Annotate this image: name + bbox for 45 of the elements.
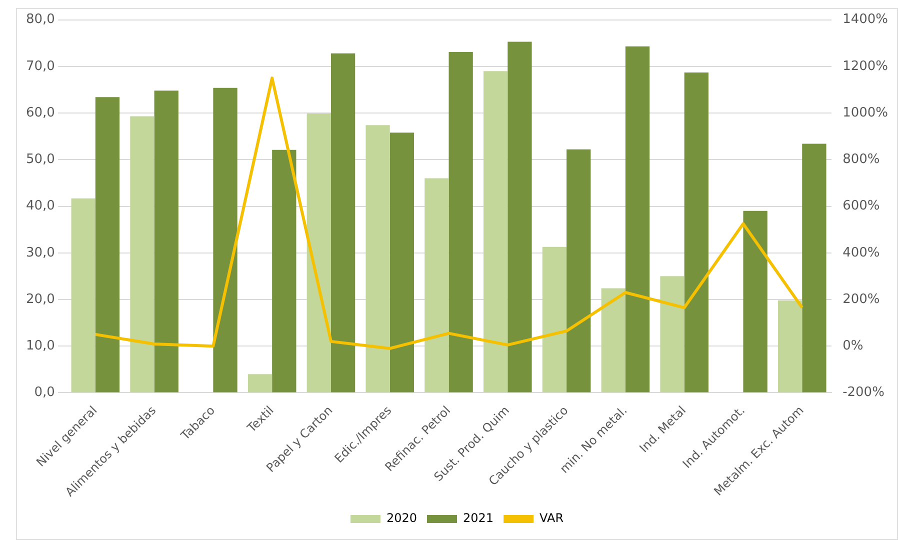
legend-label: 2020 (386, 511, 418, 526)
y2-tick-label: 600% (842, 198, 880, 214)
bar (802, 144, 826, 392)
y-tick-label: 20,0 (26, 292, 55, 307)
y-tick-label: 70,0 (26, 58, 55, 74)
bar (448, 52, 473, 392)
bar (743, 210, 768, 392)
y2-tick-label: 400% (842, 245, 880, 260)
bar (601, 288, 626, 392)
bar (566, 149, 591, 392)
bar (660, 276, 684, 392)
y2-tick-label: 200% (842, 292, 880, 307)
bar (248, 374, 272, 392)
bar (213, 88, 238, 392)
bar (330, 53, 356, 392)
y2-tick-label: 800% (842, 152, 880, 168)
bar (684, 72, 708, 392)
bar (508, 42, 532, 392)
legend-label: VAR (540, 511, 564, 526)
bar (424, 178, 449, 392)
bar (366, 125, 390, 392)
bar (484, 71, 508, 392)
bar (130, 116, 154, 392)
y-tick-label: 30,0 (26, 245, 55, 260)
bar (542, 246, 567, 392)
legend-label: 2021 (463, 511, 494, 526)
bar (272, 150, 296, 392)
y2-tick-label: 0% (842, 338, 864, 354)
y-tick-label: 50,0 (26, 152, 55, 168)
bar (778, 300, 802, 392)
y2-tick-label: 1000% (842, 105, 888, 120)
y2-tick-label: 1200% (842, 58, 888, 74)
bar (95, 97, 120, 392)
bar (154, 90, 178, 392)
bar (390, 132, 414, 392)
y-tick-label: 0,0 (34, 385, 55, 400)
bar (625, 46, 650, 392)
bar (306, 113, 331, 392)
y2-tick-label: -200% (842, 385, 884, 400)
y2-tick-label: 1400% (842, 12, 888, 28)
y-tick-label: 10,0 (26, 338, 55, 354)
y-tick-label: 80,0 (26, 12, 55, 28)
bar (71, 198, 96, 392)
y-tick-label: 60,0 (26, 105, 55, 120)
y-tick-label: 40,0 (26, 198, 55, 214)
